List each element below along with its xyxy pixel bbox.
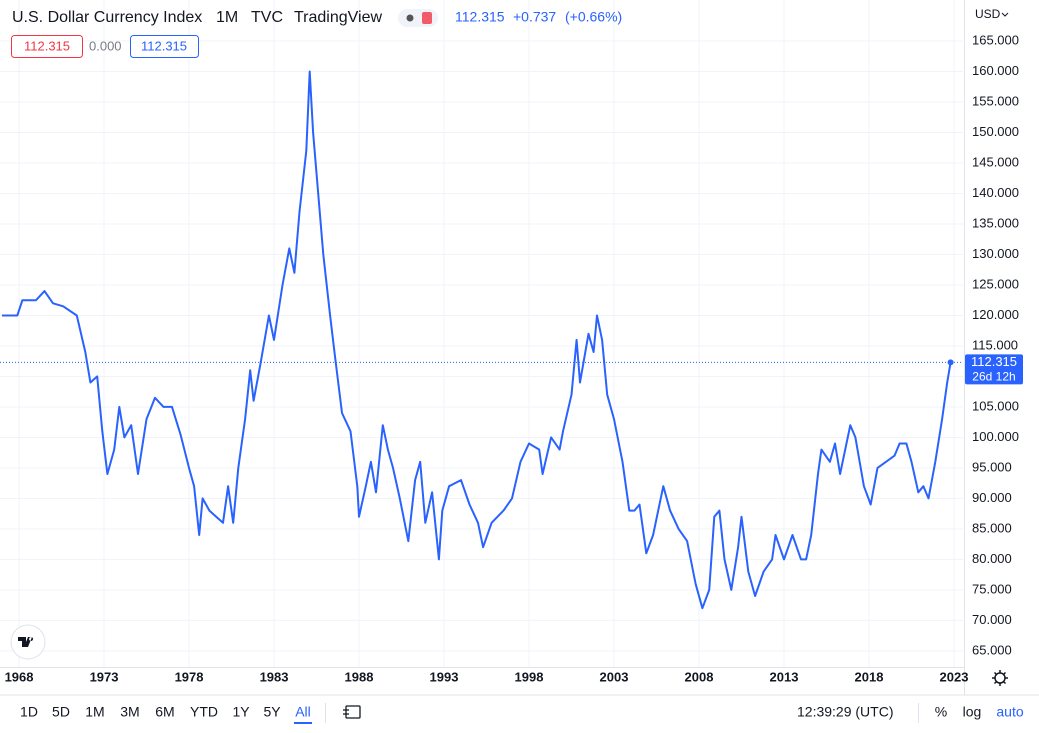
y-tick-label: 140.000 (972, 185, 1019, 200)
y-tick-label: 65.000 (972, 642, 1012, 657)
toolbar: 1D 5D 1M 3M 6M YTD 1Y 5Y All 12:39:29 (UTC)% log au… (20, 704, 1024, 724)
last-point (947, 359, 954, 366)
price-change: +0.737 (513, 9, 556, 25)
last-price-tag-label: 112.315 (971, 354, 1017, 369)
y-tick-label: 160.000 (972, 63, 1019, 78)
scale-option[interactable]: auto (996, 704, 1023, 720)
status-icons[interactable] (398, 9, 438, 27)
y-tick-label: 130.000 (972, 246, 1019, 261)
y-tick-label: 145.000 (972, 154, 1019, 169)
x-tick-label: 1983 (260, 669, 289, 684)
legend-box-sell[interactable] (11, 35, 83, 58)
y-tick-label: 155.000 (972, 93, 1019, 108)
x-tick-label: 2018 (855, 669, 884, 684)
range-button[interactable]: 1M (85, 704, 104, 720)
x-tick-label: 1993 (430, 669, 459, 684)
x-tick-label: 1973 (90, 669, 119, 684)
x-tick-label: 1968 (5, 669, 34, 684)
range-button[interactable]: 1D (20, 704, 38, 720)
x-tick-label: 1988 (345, 669, 374, 684)
currency[interactable]: USD (975, 7, 1001, 21)
source: TradingView (294, 9, 382, 26)
buy-price: 112.315 (141, 38, 187, 53)
range-button[interactable]: YTD (190, 704, 218, 720)
y-tick-label: 120.000 (972, 307, 1019, 322)
y-tick-label: 105.000 (972, 398, 1019, 413)
range-button[interactable]: 5Y (263, 704, 281, 720)
y-tick-label: 75.000 (972, 581, 1012, 596)
y-tick-label: 115.000 (972, 337, 1018, 352)
currency-chevron (1001, 12, 1009, 17)
date-range-icon[interactable] (343, 705, 361, 719)
y-tick-label: 165.000 (972, 32, 1019, 47)
y-tick-label: 70.000 (972, 612, 1012, 627)
x-tick-label: 2008 (685, 669, 714, 684)
sell-price: 112.315 (24, 38, 70, 53)
legend-box-buy[interactable] (130, 35, 199, 58)
y-tick-label: 125.000 (972, 276, 1019, 291)
y-tick-label: 80.000 (972, 551, 1012, 566)
y-tick-label: 85.000 (972, 520, 1012, 535)
x-tick-label: 2003 (600, 669, 629, 684)
y-tick-label: 135.000 (972, 215, 1019, 230)
range-button[interactable]: All (295, 704, 311, 720)
y-tick-label: 150.000 (972, 124, 1019, 139)
settings-icon[interactable] (992, 670, 1008, 686)
x-tick-label: 1978 (175, 669, 204, 684)
spread: 0.000 (89, 38, 122, 53)
x-tick-label: 2023 (940, 669, 969, 684)
plot (0, 70, 963, 610)
range-button[interactable]: 1Y (232, 704, 250, 720)
last-price: 112.315 (455, 9, 505, 25)
last-price-tag (965, 354, 1023, 385)
interval: 1M (216, 9, 238, 26)
x-tick-label: 2013 (770, 669, 799, 684)
countdown: 26d 12h (972, 369, 1015, 383)
y-tick-label: 100.000 (972, 429, 1019, 444)
y-tick-label: 90.000 (972, 490, 1012, 505)
y-tick-label: 95.000 (972, 459, 1012, 474)
range-button[interactable]: 5D (52, 704, 70, 720)
x-tick-label: 1998 (515, 669, 544, 684)
tradingview-logo (10, 624, 46, 660)
symbol-title: U.S. Dollar Currency Index (12, 9, 202, 26)
price-change-percent: (+0.66%) (565, 9, 622, 25)
scale-option[interactable]: log (963, 704, 982, 720)
clock[interactable]: 12:39:29 (UTC) (797, 704, 893, 720)
price-line (2, 70, 952, 610)
exchange: TVC (251, 9, 283, 26)
scale-option[interactable]: % (935, 704, 947, 720)
range-button[interactable]: 3M (120, 704, 139, 720)
range-button[interactable]: 6M (155, 704, 174, 720)
